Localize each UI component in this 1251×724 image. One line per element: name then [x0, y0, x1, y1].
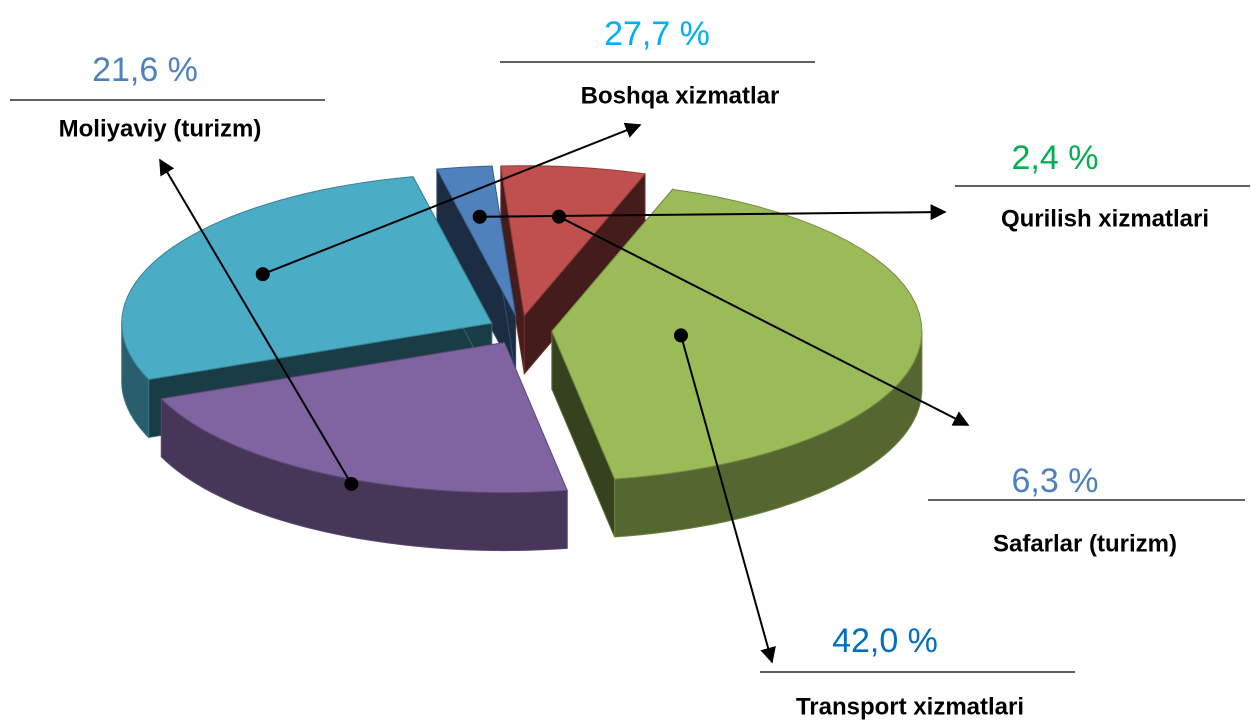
slice — [551, 188, 923, 480]
leader-dot — [255, 267, 270, 282]
slice — [500, 165, 646, 317]
leader-arrow — [558, 215, 970, 426]
slice — [121, 176, 493, 380]
value-label: 42,0 % — [832, 622, 938, 660]
category-label: Moliyaviy (turizm) — [59, 115, 262, 142]
category-label: Transport xizmatlari — [796, 693, 1024, 720]
leader-dot — [551, 209, 566, 224]
leader-arrow — [262, 122, 642, 276]
category-label: Boshqa xizmatlar — [581, 82, 780, 109]
value-label: 6,3 % — [1012, 462, 1099, 500]
value-label: 2,4 % — [1012, 139, 1099, 177]
leader-arrow — [159, 158, 353, 485]
pie — [121, 165, 923, 552]
leader-dot — [472, 209, 487, 224]
leader-dot — [344, 476, 359, 491]
category-label: Safarlar (turizm) — [993, 530, 1177, 557]
leader-arrow — [680, 335, 776, 664]
leader-dot — [673, 328, 688, 343]
category-label: Qurilish xizmatlari — [1001, 205, 1209, 232]
slice — [436, 165, 517, 316]
value-label: 27,7 % — [604, 15, 710, 53]
slice — [160, 342, 568, 494]
value-label: 21,6 % — [92, 51, 198, 89]
labels: 27,7 % Boshqa xizmatlar 2,4 % Qurilish xizm… — [10, 15, 1250, 720]
